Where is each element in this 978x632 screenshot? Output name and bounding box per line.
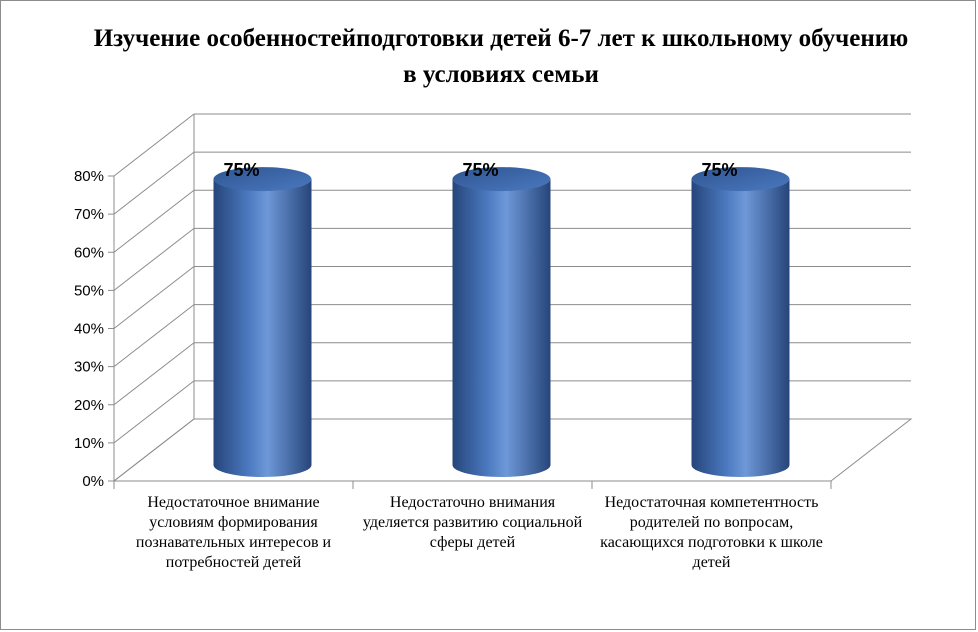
side-gridline — [113, 113, 195, 177]
y-tick-label: 50% — [74, 282, 104, 299]
y-tick-label: 20% — [74, 397, 104, 414]
side-gridline — [113, 151, 195, 215]
side-gridline — [113, 380, 195, 444]
data-label-1: 75% — [223, 160, 259, 180]
chart-title: Изучение особенностейподготовки детей 6-… — [93, 25, 909, 88]
side-gridline — [113, 227, 195, 291]
bar-top-3 — [691, 167, 790, 192]
bar-top-2 — [452, 167, 551, 192]
y-tick-label: 70% — [74, 206, 104, 223]
bar-top-1 — [213, 167, 312, 192]
side-gridline — [113, 189, 195, 253]
side-gridline — [113, 266, 195, 329]
y-tick-label: 60% — [74, 244, 104, 261]
y-tick-label: 80% — [74, 168, 104, 185]
data-label-3: 75% — [701, 160, 737, 180]
y-tick-label: 0% — [82, 473, 104, 490]
bar-2 — [452, 179, 551, 477]
side-gridline — [113, 342, 195, 406]
y-tick-label: 40% — [74, 321, 104, 338]
bar-1 — [213, 179, 312, 477]
y-tick-label: 30% — [74, 359, 104, 376]
category-label-3: Недостаточная компетентность родителей п… — [600, 494, 823, 571]
category-label-2: Недостаточно внимания уделяется развитию… — [362, 494, 583, 551]
y-tick-label: 10% — [74, 435, 104, 452]
bar-3 — [691, 179, 790, 477]
data-label-2: 75% — [462, 160, 498, 180]
category-label-1: Недостаточное внимание условиям формиров… — [135, 494, 332, 571]
side-gridline — [113, 304, 195, 368]
side-gridline — [113, 418, 195, 482]
